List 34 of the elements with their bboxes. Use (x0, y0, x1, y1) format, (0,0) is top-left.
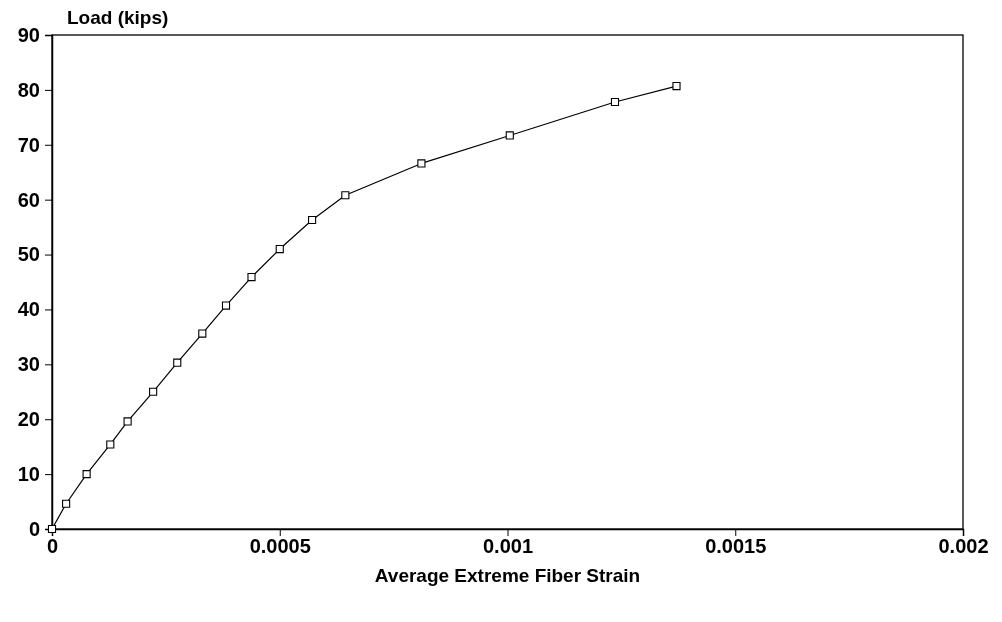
point (106, 440, 115, 449)
point (198, 329, 207, 338)
y-tick-label: 60 (17, 188, 40, 211)
point (123, 417, 132, 426)
y-tick-label: 50 (17, 243, 40, 266)
y-tick-label: 0 (28, 517, 40, 540)
point (275, 244, 284, 254)
point (82, 470, 91, 479)
y-tick-label: 30 (17, 353, 40, 376)
point (672, 81, 681, 91)
point (308, 215, 317, 225)
y-tick-label: 80 (17, 78, 40, 101)
y-tick-label: 90 (17, 23, 40, 46)
y-tick-label: 70 (17, 133, 40, 156)
point (149, 387, 158, 396)
point (247, 272, 256, 282)
point (221, 301, 231, 310)
point (417, 159, 426, 168)
x-axis-title: Average Extreme Fiber Strain (374, 565, 641, 586)
x-tick-label: 0.0015 (705, 535, 767, 558)
point (610, 97, 620, 107)
point (173, 358, 182, 367)
y-axis-title: Load (kips) (67, 7, 169, 28)
point (47, 524, 57, 534)
x-tick-label: 0.0005 (249, 535, 311, 558)
x-tick-label: 0.002 (938, 535, 989, 558)
point (341, 191, 350, 200)
y-tick-label: 20 (17, 408, 40, 431)
point (505, 131, 514, 140)
y-tick-label: 40 (17, 298, 40, 321)
x-tick-label: 0.001 (482, 535, 534, 558)
y-tick-label: 10 (17, 463, 40, 486)
x-tick-label: 0 (46, 535, 59, 558)
point (62, 499, 71, 508)
